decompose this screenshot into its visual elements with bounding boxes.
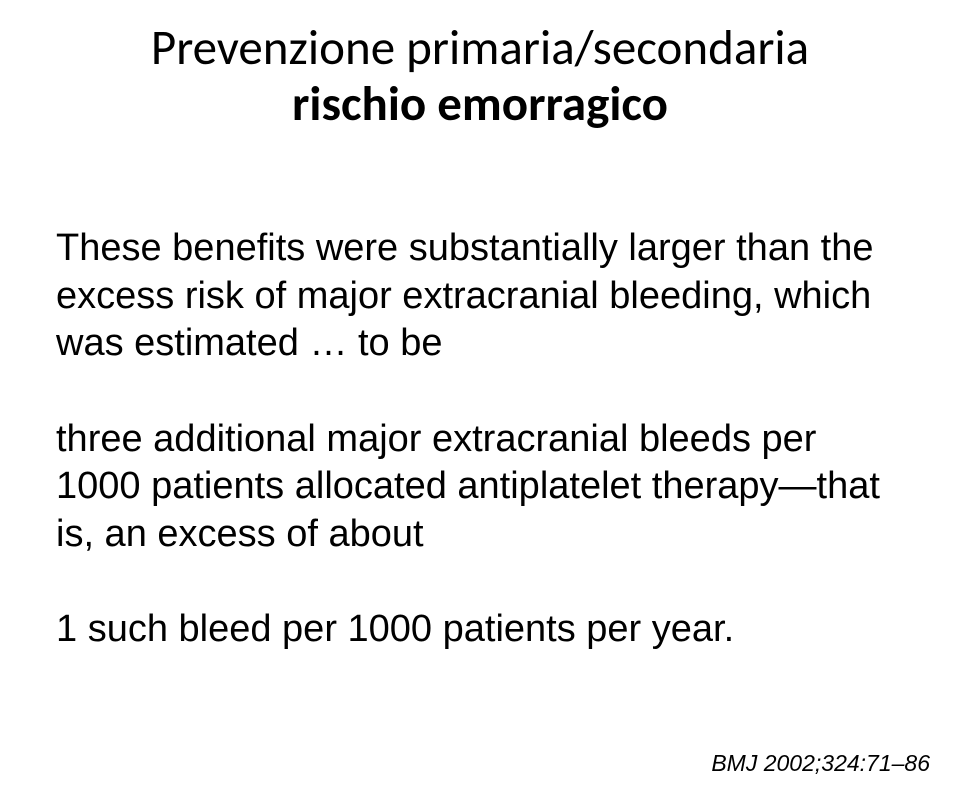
body-paragraph-1: These benefits were substantially larger… — [56, 225, 904, 368]
body-paragraph-2: three additional major extracranial blee… — [56, 416, 904, 559]
title-line-1: Prevenzione primaria/secondaria — [78, 20, 882, 76]
slide-body: These benefits were substantially larger… — [56, 225, 904, 702]
citation: BMJ 2002;324:71–86 — [711, 750, 930, 777]
slide-title: Prevenzione primaria/secondaria rischio … — [78, 20, 882, 133]
slide: Prevenzione primaria/secondaria rischio … — [0, 0, 960, 797]
body-paragraph-3: 1 such bleed per 1000 patients per year. — [56, 606, 904, 654]
title-line-2: rischio emorragico — [78, 76, 882, 132]
